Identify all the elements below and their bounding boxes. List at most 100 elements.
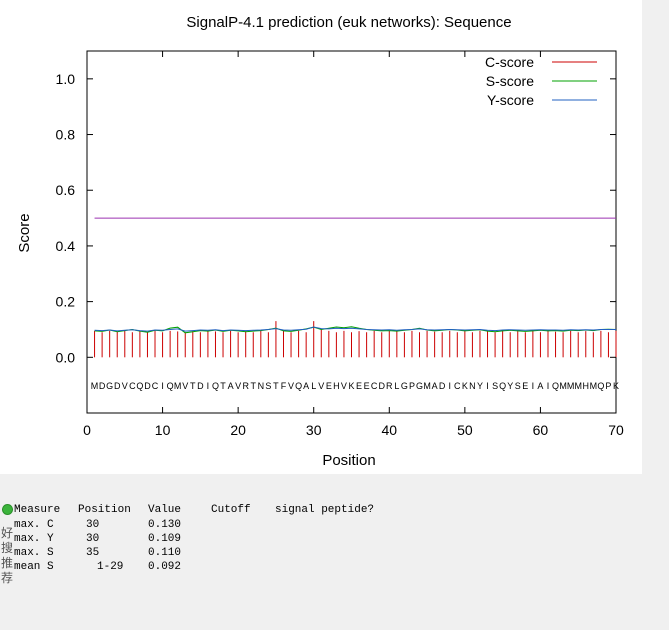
legend-label: Y-score	[487, 92, 534, 108]
sequence-letter: V	[235, 381, 241, 391]
legend-label: S-score	[486, 73, 534, 89]
sequence-letter: M	[574, 381, 582, 391]
sequence-letter: P	[409, 381, 415, 391]
sequence-letter: V	[122, 381, 128, 391]
side-char: 好	[0, 526, 13, 540]
results-row: max. S 35 0.110	[14, 546, 181, 560]
results-row: max. Y 30 0.109	[14, 532, 181, 546]
sequence-letter: Q	[552, 381, 559, 391]
sequence-letter: D	[439, 381, 446, 391]
sequence-letter: C	[454, 381, 461, 391]
sequence-letter: G	[106, 381, 113, 391]
sequence-letter: E	[522, 381, 528, 391]
header-cutoff: Cutoff	[211, 504, 251, 516]
sequence-letter: I	[486, 381, 489, 391]
sequence-letter: I	[448, 381, 451, 391]
sequence-letter: A	[432, 381, 438, 391]
x-tick-label: 10	[155, 422, 171, 438]
sequence-letter: E	[326, 381, 332, 391]
cell-position: 35	[86, 547, 100, 559]
sequence-letter: H	[583, 381, 590, 391]
cell-position: 30	[86, 533, 100, 545]
legend: C-score S-score Y-score	[485, 54, 597, 108]
sequence-letter: V	[182, 381, 188, 391]
sequence-letter: C	[129, 381, 136, 391]
sequence-letter: I	[547, 381, 550, 391]
cell-measure: max. S	[14, 547, 54, 559]
sequence-letter: D	[144, 381, 151, 391]
plot-frame	[86, 50, 617, 414]
sequence-letter: L	[311, 381, 316, 391]
score-lines	[94, 326, 617, 334]
side-char: 搜	[0, 541, 13, 555]
sequence-letter: D	[197, 381, 204, 391]
sequence-letter: Y	[477, 381, 483, 391]
cell-position: 1-29	[97, 561, 124, 573]
sequence-letter: D	[378, 381, 385, 391]
x-tick-label: 70	[608, 422, 624, 438]
sequence-letter: I	[207, 381, 210, 391]
sequence-letter: M	[590, 381, 598, 391]
sequence-letter: K	[348, 381, 354, 391]
sequence-letter: P	[605, 381, 611, 391]
sequence-letter: K	[462, 381, 468, 391]
sequence-letter: Q	[295, 381, 302, 391]
sequence-letter: S	[265, 381, 271, 391]
sequence-letter: R	[386, 381, 393, 391]
x-tick-label: 0	[83, 422, 91, 438]
sequence-letter: D	[114, 381, 121, 391]
y-tick-label: 1.0	[56, 71, 76, 87]
cell-measure: max. Y	[14, 533, 54, 545]
sequence-letter: G	[401, 381, 408, 391]
sequence-letter: S	[515, 381, 521, 391]
sequence-letter: M	[567, 381, 575, 391]
sequence-letter: T	[251, 381, 257, 391]
y-tick-label: 0.4	[56, 238, 76, 254]
sequence-letter: V	[341, 381, 347, 391]
c-score-impulses	[94, 321, 617, 358]
y-tick-label: 0.8	[56, 127, 76, 143]
sequence-letter: V	[288, 381, 294, 391]
x-axis-label: Position	[322, 452, 375, 469]
x-tick-label: 30	[306, 422, 322, 438]
cell-measure: max. C	[14, 519, 54, 531]
sequence-letter: N	[469, 381, 476, 391]
sequence-letter: T	[190, 381, 196, 391]
sequence-letter: C	[371, 381, 378, 391]
sequence-letter: M	[423, 381, 431, 391]
x-tick-label: 40	[381, 422, 397, 438]
sequence-letter: Q	[597, 381, 604, 391]
sequence-letter: Q	[212, 381, 219, 391]
sequence-letter: I	[532, 381, 535, 391]
sequence-letter: A	[228, 381, 234, 391]
chart-title: SignalP-4.1 prediction (euk networks): S…	[186, 14, 511, 31]
sequence-letter: E	[356, 381, 362, 391]
sequence-letter: N	[258, 381, 265, 391]
sequence-letter: F	[281, 381, 287, 391]
sequence-letter: Y	[507, 381, 513, 391]
sequence-letter: S	[492, 381, 498, 391]
sequence-letter: A	[537, 381, 543, 391]
sequence-letter: D	[99, 381, 106, 391]
sequence-letter: H	[333, 381, 340, 391]
results-table: Measure Position Value Cutoff signal pep…	[0, 502, 669, 581]
results-header: Measure Position Value Cutoff signal pep…	[14, 503, 374, 517]
cell-value: 0.109	[148, 533, 182, 545]
sequence-letter: K	[613, 381, 619, 391]
header-position: Position	[78, 504, 131, 516]
sequence-letter: L	[394, 381, 399, 391]
sequence-letter: M	[559, 381, 567, 391]
sequence-letter: M	[91, 381, 99, 391]
status-dot-icon	[2, 504, 13, 515]
y-score-line	[94, 326, 616, 332]
sequence-letter: Q	[136, 381, 143, 391]
results-row: mean S 1-29 0.092	[14, 560, 181, 574]
cell-value: 0.110	[148, 547, 182, 559]
sequence-letter: M	[174, 381, 182, 391]
cell-position: 30	[86, 519, 100, 531]
signalp-chart: SignalP-4.1 prediction (euk networks): S…	[16, 14, 624, 469]
sequence-letter: R	[242, 381, 249, 391]
axis-ticks: 0 10 20 30 40 50 60 70 0.0 0.2 0.4 0.6 0.8 1.0	[56, 51, 624, 438]
sequence-letter: T	[273, 381, 279, 391]
